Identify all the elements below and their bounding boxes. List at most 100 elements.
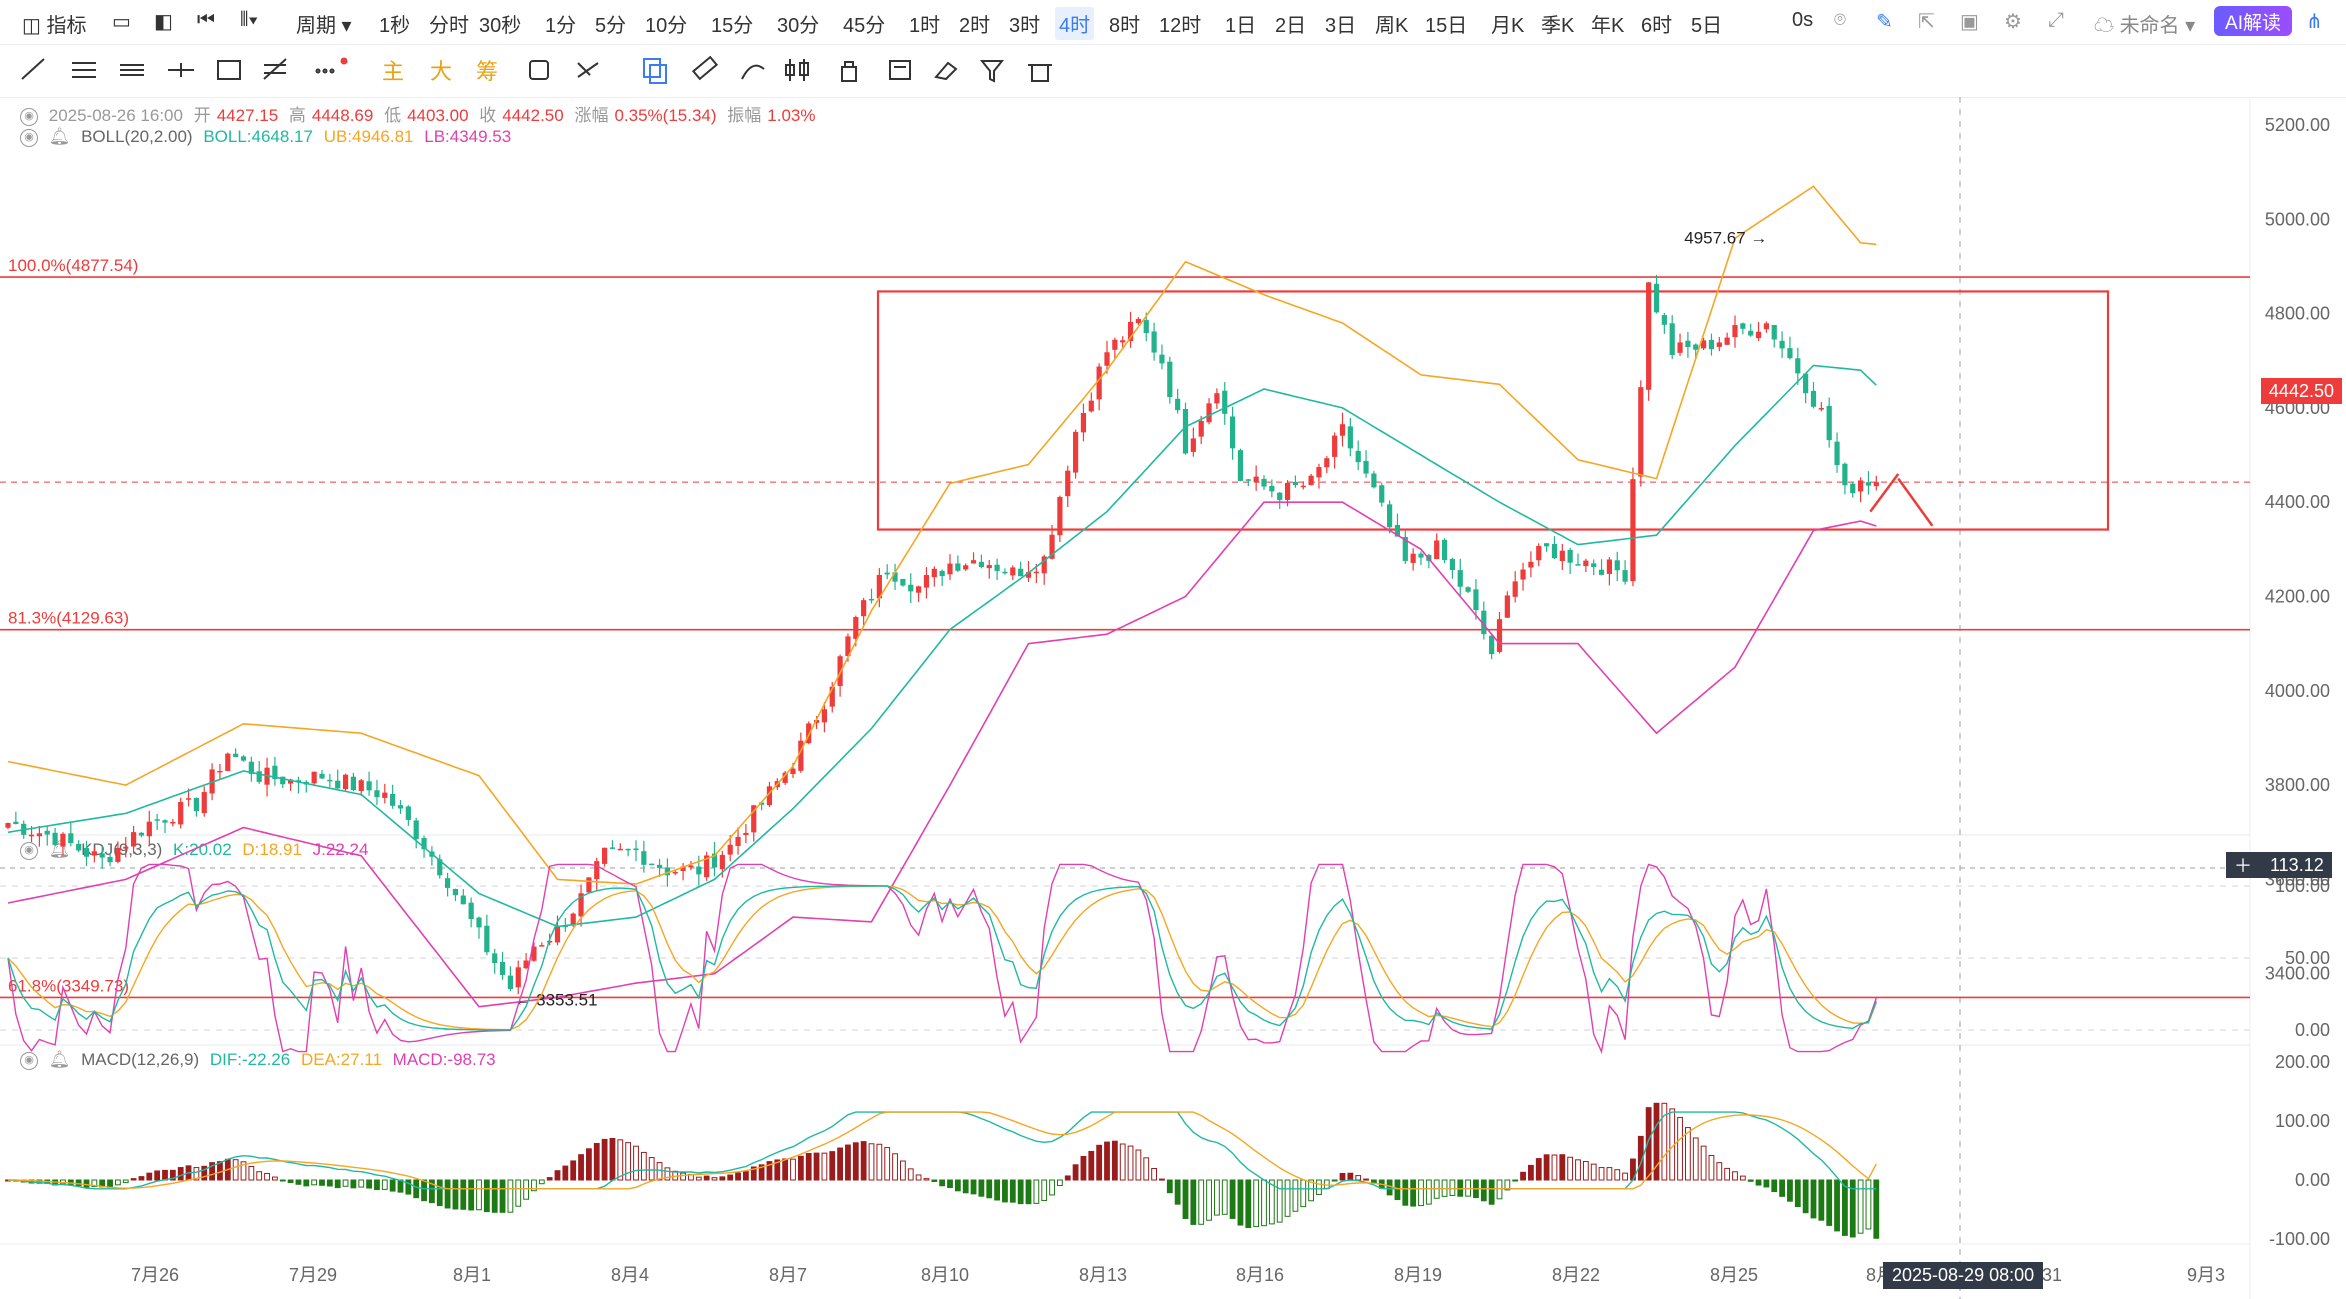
candle-body <box>806 723 812 744</box>
gear-icon[interactable]: ⚙ <box>2004 11 2022 33</box>
note-icon[interactable] <box>889 60 911 80</box>
ruler-icon[interactable] <box>691 55 719 81</box>
timeframe-23[interactable]: 6时 <box>1641 15 1673 37</box>
alarm-icon[interactable]: 🔔︎ <box>48 127 71 146</box>
expand-icon[interactable]: ⇱ <box>1918 11 1935 33</box>
candle-body <box>437 859 443 876</box>
macd-bar <box>1198 1179 1205 1225</box>
horizontal-ray-icon[interactable] <box>168 63 194 77</box>
candle-body <box>923 574 930 588</box>
candle-body <box>704 855 710 878</box>
share-icon[interactable]: ⋔ <box>2306 11 2323 33</box>
timeframe-2[interactable]: 30秒 <box>479 15 522 37</box>
timeframe-21[interactable]: 季K <box>1541 15 1575 37</box>
timeframe-3[interactable]: 1分 <box>545 15 577 37</box>
candle-body <box>83 848 90 857</box>
big-chart-toggle[interactable]: 大 <box>430 59 452 84</box>
ai-analyze-button[interactable]: AI解读 <box>2214 6 2292 36</box>
timeframe-14[interactable]: 12时 <box>1159 15 1202 37</box>
chip-distribution-toggle[interactable]: 筹 <box>476 59 498 84</box>
candle-body <box>28 834 35 837</box>
visibility-toggle-icon[interactable]: ◉ <box>20 1051 38 1070</box>
fullscreen-icon[interactable]: ⤢ <box>2048 9 2064 31</box>
timeframe-6[interactable]: 15分 <box>711 15 754 37</box>
measure-icon[interactable] <box>577 62 599 78</box>
rectangle-icon[interactable] <box>217 60 241 80</box>
layout-icon[interactable]: ◧ <box>154 11 173 33</box>
indicator-button[interactable]: ◫ 指标 <box>22 15 87 37</box>
macd-bar <box>1080 1155 1087 1181</box>
candle-body <box>1748 330 1754 336</box>
timeframe-7[interactable]: 30分 <box>777 15 820 37</box>
macd-bar <box>633 1145 639 1181</box>
chart-type-icon[interactable]: ⫴▾ <box>240 9 259 31</box>
pencil-icon[interactable]: ✎ <box>1876 11 1893 33</box>
camera-icon[interactable]: ⌾ <box>1834 9 1846 31</box>
period-dropdown[interactable]: 周期 ▾ <box>296 15 352 37</box>
fib-icon[interactable] <box>263 58 287 80</box>
timeframe-20[interactable]: 月K <box>1491 15 1525 37</box>
replay-icon[interactable]: ⏮ <box>197 9 215 31</box>
brush-icon[interactable] <box>741 64 765 80</box>
trend-line-icon[interactable] <box>21 58 45 80</box>
visibility-toggle-icon[interactable]: ◉ <box>20 841 38 860</box>
visibility-toggle-icon[interactable]: ◉ <box>20 128 38 147</box>
main-chart-toggle[interactable]: 主 <box>382 59 404 84</box>
monitor-icon[interactable]: ▣ <box>1960 11 1979 33</box>
candle-body <box>342 774 349 790</box>
copy-icon[interactable] <box>643 58 667 84</box>
timeframe-15[interactable]: 1日 <box>1225 15 1257 37</box>
parallel-channel-icon[interactable] <box>72 62 96 78</box>
candle-body <box>1324 458 1330 468</box>
macd-bar <box>476 1179 482 1211</box>
candle-body <box>1536 545 1542 561</box>
macd-bar <box>107 1179 113 1188</box>
timeframe-11[interactable]: 3时 <box>1009 15 1041 37</box>
timeframe-17[interactable]: 3日 <box>1325 15 1357 37</box>
timeframe-19[interactable]: 15日 <box>1425 15 1468 37</box>
alarm-icon[interactable]: 🔔︎ <box>48 1050 71 1069</box>
timeframe-9[interactable]: 1时 <box>909 15 941 37</box>
timeframe-22[interactable]: 年K <box>1591 15 1625 37</box>
timeframe-4[interactable]: 5分 <box>595 15 627 37</box>
candle-body <box>366 781 372 791</box>
magnet-icon[interactable] <box>529 60 549 80</box>
candle-body <box>1606 559 1612 574</box>
timeframe-13[interactable]: 8时 <box>1109 15 1141 37</box>
eraser-icon[interactable] <box>934 61 958 81</box>
timeframe-10[interactable]: 2时 <box>959 15 991 37</box>
candle-body <box>1740 323 1746 329</box>
trash-icon[interactable] <box>1028 64 1052 82</box>
timeframe-12[interactable]: 4时 <box>1055 7 1095 40</box>
candle-pattern-icon[interactable] <box>785 59 809 81</box>
macd-bar <box>680 1172 687 1181</box>
timeframe-16[interactable]: 2日 <box>1275 15 1307 37</box>
candle-body <box>547 940 553 943</box>
candle-body <box>1732 325 1738 338</box>
timeframe-5[interactable]: 10分 <box>645 15 688 37</box>
candle-body <box>1622 570 1628 582</box>
macd-bar <box>1747 1179 1754 1182</box>
horizontal-lines-icon[interactable] <box>120 64 144 76</box>
more-tools-icon[interactable] <box>315 68 335 74</box>
macd-bar <box>1755 1179 1762 1186</box>
visibility-toggle-icon[interactable]: ◉ <box>20 107 38 126</box>
candle-body <box>1638 387 1644 477</box>
layout-name-dropdown[interactable]: ☁ 未命名 ▾ <box>2094 15 2196 37</box>
macd-bar <box>1488 1179 1495 1205</box>
timeframe-24[interactable]: 5日 <box>1691 15 1723 37</box>
candle-body <box>782 772 788 783</box>
timeframe-0[interactable]: 1秒 <box>379 15 411 37</box>
candle-style-icon[interactable]: ▭ <box>112 11 131 33</box>
timeframe-18[interactable]: 周K <box>1375 15 1409 37</box>
candlestick-chart[interactable]: 5200.005000.004800.004600.004400.004200.… <box>0 97 2346 1299</box>
candle-body <box>900 578 906 586</box>
candle-body <box>1308 475 1314 486</box>
macd-bar <box>1771 1179 1778 1193</box>
timeframe-1[interactable]: 分时 <box>429 15 469 37</box>
timeframe-8[interactable]: 45分 <box>843 15 886 37</box>
lock-icon[interactable] <box>841 61 857 82</box>
filter-icon[interactable] <box>979 60 1005 83</box>
x-axis-label: 9月3 <box>2187 1265 2225 1285</box>
candle-body <box>1873 482 1879 487</box>
